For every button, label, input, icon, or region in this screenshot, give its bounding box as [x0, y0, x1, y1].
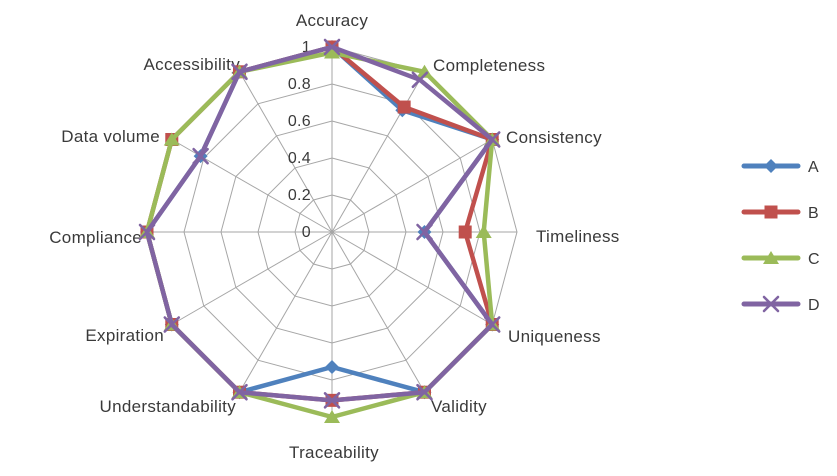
- axis-label-understandability: Understandability: [100, 397, 237, 416]
- axis-label-timeliness: Timeliness: [536, 227, 620, 246]
- series-C-line: [144, 50, 495, 420]
- axis-label-data-volume: Data volume: [61, 127, 160, 146]
- axis-spoke-1: [331, 71, 425, 233]
- axis-label-accuracy: Accuracy: [296, 11, 369, 30]
- legend-marker-B: [764, 205, 778, 219]
- legend-label-B: B: [808, 205, 819, 222]
- axis-spoke-5: [331, 231, 425, 393]
- legend-marker-A: [764, 159, 778, 173]
- series-D-marker-1: [411, 71, 429, 89]
- series-D-marker-10: [192, 147, 209, 165]
- axis-label-validity: Validity: [431, 397, 487, 416]
- legend-marker-D: [762, 295, 780, 313]
- series-D: [138, 38, 501, 409]
- series-C-marker-6: [324, 410, 340, 423]
- axis-spoke-11: [239, 71, 333, 233]
- radial-tick-label-0.8: 0.8: [288, 76, 311, 93]
- series-C-marker-3: [475, 225, 492, 238]
- radial-tick-label-0.2: 0.2: [288, 187, 311, 204]
- axis-label-completeness: Completeness: [433, 56, 545, 75]
- axis-label-traceability: Traceability: [289, 443, 379, 462]
- series-A-marker-6: [325, 360, 339, 375]
- legend-label-D: D: [808, 297, 820, 314]
- series-D-marker-6: [323, 392, 341, 409]
- series-D-marker-11: [231, 63, 248, 81]
- series-C-marker-0: [324, 45, 340, 59]
- radial-tick-label-1: 1: [302, 39, 311, 56]
- legend-item-B: B: [741, 205, 819, 222]
- axis-spoke-4: [331, 231, 493, 325]
- legend-item-C: C: [741, 251, 820, 268]
- legend-label-C: C: [808, 251, 820, 268]
- radial-tick-label-0: 0: [302, 224, 311, 241]
- axis-label-compliance: Compliance: [49, 228, 142, 247]
- legend-marker-C: [763, 251, 779, 264]
- series-D-marker-7: [231, 383, 248, 401]
- category-labels: Accuracy Completeness Consistency Timelines…: [49, 11, 619, 462]
- axis-spoke-7: [239, 231, 333, 393]
- axis-spoke-8: [171, 231, 333, 325]
- radial-tick-labels: 0 0.2 0.4 0.6 0.8 1: [288, 39, 311, 241]
- legend: A B C D: [741, 159, 820, 314]
- series-D-marker-8: [163, 316, 181, 333]
- axis-label-accessibility: Accessibility: [144, 55, 241, 74]
- series-D-marker-2: [483, 131, 501, 148]
- series-D-marker-0: [323, 38, 341, 56]
- series-D-marker-9: [138, 223, 156, 241]
- axis-label-expiration: Expiration: [85, 326, 164, 345]
- legend-label-A: A: [808, 159, 819, 176]
- axis-spoke-2: [331, 139, 493, 233]
- axis-label-consistency: Consistency: [506, 128, 602, 147]
- series-D-marker-3: [416, 223, 433, 241]
- legend-item-A: A: [741, 159, 819, 176]
- series-D-marker-5: [416, 383, 433, 401]
- axis-spokes: [147, 47, 517, 417]
- radial-tick-label-0.4: 0.4: [288, 150, 311, 167]
- radial-tick-label-0.6: 0.6: [288, 113, 311, 130]
- series-C-marker-1: [416, 64, 433, 78]
- axis-label-uniqueness: Uniqueness: [508, 327, 601, 346]
- legend-item-D: D: [741, 295, 820, 314]
- series-D-marker-4: [483, 316, 501, 333]
- series-B-marker-3: [458, 225, 472, 239]
- series-C-marker-10: [163, 132, 180, 146]
- series-B-marker-1: [397, 100, 411, 114]
